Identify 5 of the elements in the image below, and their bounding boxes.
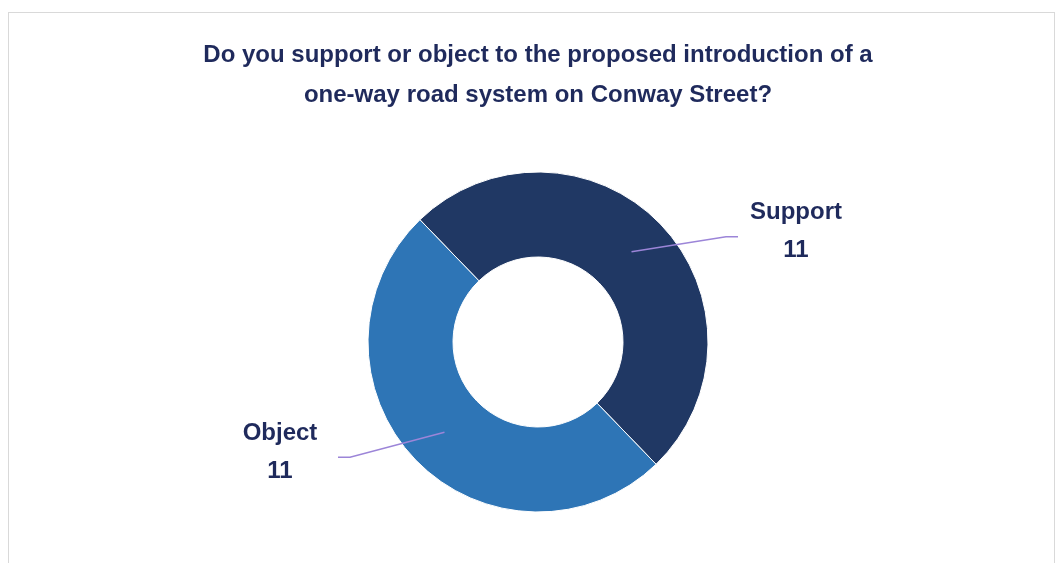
data-label: 11	[783, 234, 809, 262]
slice-label: Object	[242, 418, 318, 446]
slice-label: Support	[750, 196, 842, 224]
chart-title: Do you support or object to the proposed introduction of a one-way road system on Conway Street?	[203, 40, 874, 107]
data-label: 11	[267, 456, 293, 484]
